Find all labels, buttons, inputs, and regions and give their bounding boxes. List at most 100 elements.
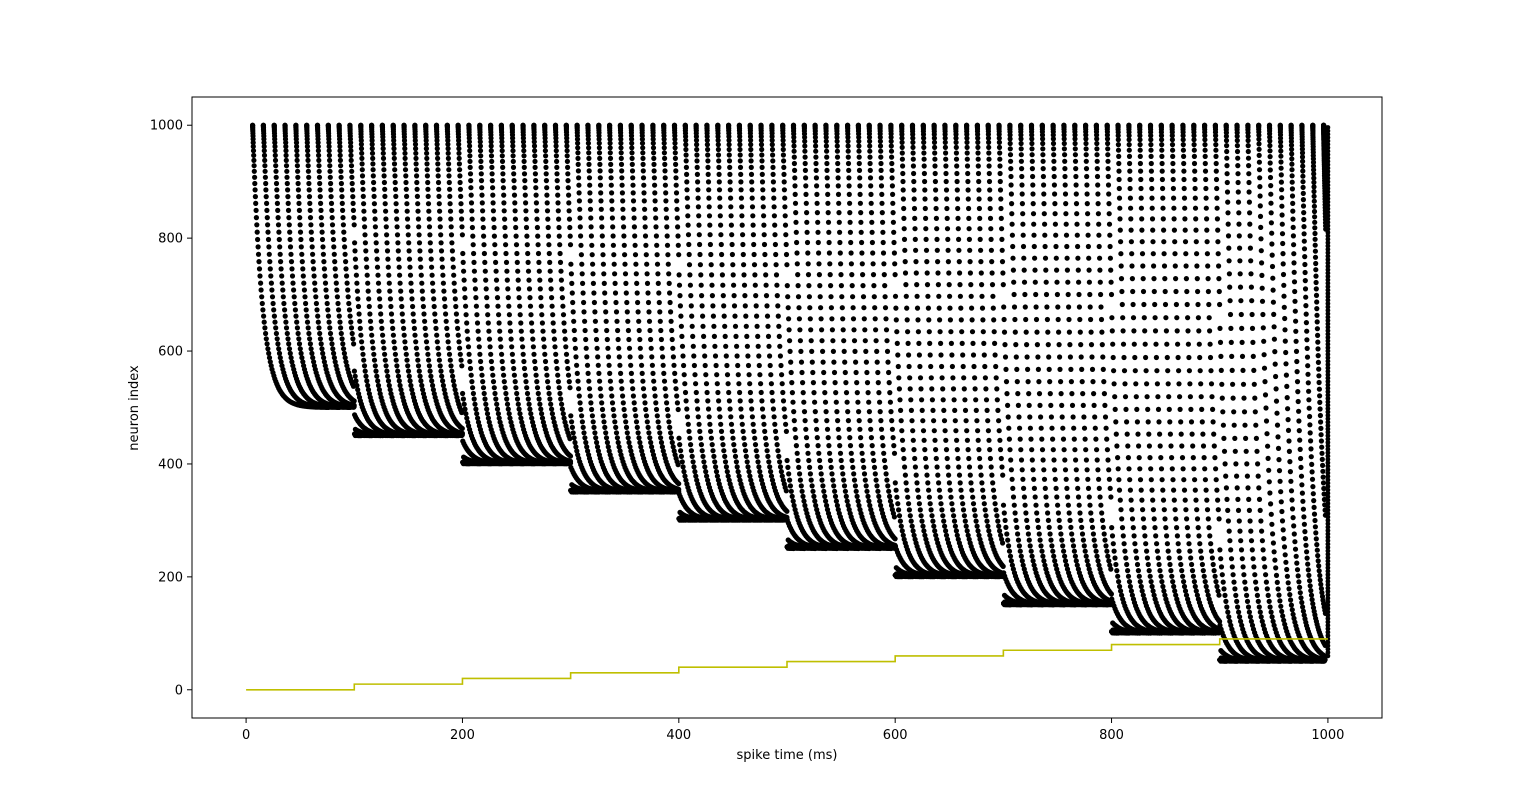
spike-point — [480, 385, 487, 391]
spike-point — [369, 332, 375, 338]
spike-point — [590, 261, 596, 267]
spike-point — [397, 280, 403, 286]
spike-point — [478, 365, 484, 372]
spike-point — [402, 345, 409, 351]
spike-point — [316, 152, 322, 158]
spike-point — [406, 248, 412, 254]
spike-point — [315, 143, 321, 150]
spike-point — [446, 167, 452, 173]
spike-point — [355, 303, 362, 310]
spike-point — [618, 370, 624, 376]
spike-point — [275, 207, 281, 213]
spike-point — [384, 368, 390, 374]
spike-point — [457, 345, 463, 351]
spike-point — [447, 193, 453, 199]
spike-point — [512, 216, 519, 222]
spike-point — [434, 339, 440, 345]
spike-point — [293, 140, 300, 146]
spike-point — [368, 325, 374, 331]
spike-point — [364, 378, 370, 384]
spike-point — [577, 224, 583, 230]
spike-point — [430, 288, 436, 294]
spike-point — [436, 351, 442, 357]
spike-point — [555, 200, 561, 206]
spike-point — [374, 264, 381, 270]
spike-point — [272, 140, 278, 146]
spike-point — [585, 140, 592, 146]
spike-point — [275, 215, 281, 221]
spike-point — [375, 378, 381, 384]
spike-point — [315, 319, 321, 325]
spike-point — [338, 325, 344, 331]
spike-point — [253, 215, 259, 221]
spike-point — [537, 286, 543, 292]
spike-point — [329, 222, 336, 228]
spike-point — [480, 379, 486, 385]
spike-point — [478, 158, 484, 164]
spike-point — [618, 150, 624, 156]
spike-point — [257, 273, 263, 279]
spike-point — [427, 368, 433, 374]
spike-point — [266, 244, 272, 250]
spike-point — [589, 406, 595, 413]
spike-point — [392, 186, 399, 192]
spike-point — [482, 396, 488, 402]
spike-point — [589, 413, 596, 419]
spike-point — [387, 288, 393, 294]
spike-point — [562, 336, 568, 342]
spike-point — [422, 318, 428, 324]
spike-point — [353, 378, 359, 384]
spike-point — [277, 244, 283, 250]
spike-point — [576, 198, 583, 204]
spike-point — [421, 311, 427, 317]
spike-point — [267, 259, 273, 265]
spike-point — [566, 200, 572, 206]
spike-point — [403, 173, 409, 179]
spike-point — [367, 318, 374, 324]
spike-point — [611, 261, 617, 267]
spike-point — [594, 439, 600, 446]
spike-point — [305, 157, 311, 163]
spike-point — [384, 248, 391, 254]
spike-point — [412, 332, 418, 338]
spike-point — [310, 355, 316, 361]
spike-point — [371, 179, 377, 186]
spike-point — [261, 152, 268, 158]
spike-point — [609, 198, 615, 204]
spike-point — [623, 280, 629, 286]
spike-point — [346, 300, 352, 307]
spike-point — [511, 365, 517, 372]
spike-point — [297, 229, 304, 235]
spike-point — [477, 148, 484, 154]
spike-point — [385, 256, 391, 262]
spike-point — [273, 168, 279, 174]
spike-point — [613, 309, 620, 315]
spike-point — [575, 168, 582, 174]
spike-point — [306, 187, 312, 193]
spike-point — [527, 295, 533, 301]
spike-point — [515, 277, 521, 283]
spike-point — [414, 351, 420, 357]
spike-point — [315, 148, 321, 154]
spike-point — [296, 207, 302, 213]
spike-point — [581, 309, 587, 315]
spike-point — [424, 161, 430, 167]
spike-point — [584, 362, 591, 368]
spike-point — [524, 233, 530, 239]
spike-point — [532, 153, 538, 159]
spike-point — [288, 355, 294, 361]
spike-point — [512, 200, 518, 206]
spike-point — [371, 351, 377, 357]
spike-point — [478, 178, 485, 184]
spike-point — [535, 250, 542, 257]
spike-point — [268, 273, 274, 279]
spike-point — [578, 242, 584, 248]
spike-point — [348, 152, 354, 158]
spike-point — [338, 168, 344, 174]
spike-point — [545, 385, 552, 391]
spike-point — [579, 419, 586, 425]
spike-point — [346, 307, 353, 313]
spike-point — [394, 232, 401, 238]
spike-point — [381, 161, 387, 167]
spike-point — [262, 174, 268, 180]
